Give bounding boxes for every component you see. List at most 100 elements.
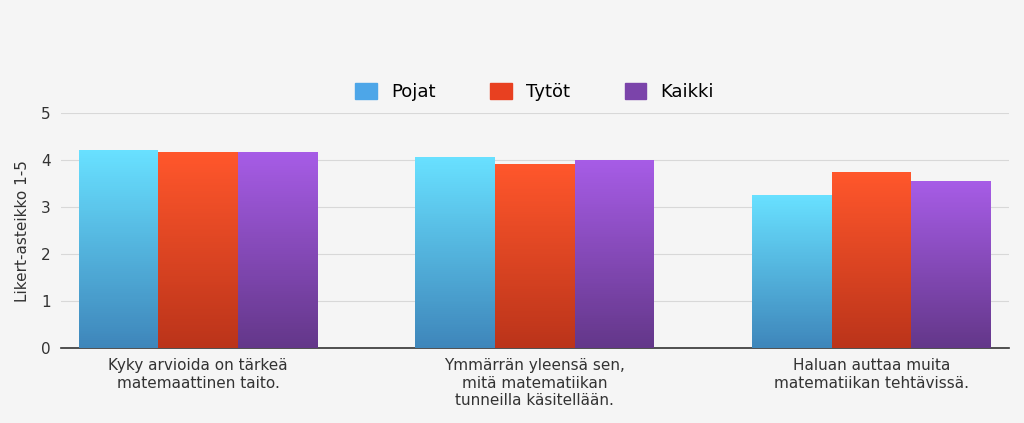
Bar [416,305,495,306]
Bar [159,276,238,278]
Bar [159,294,238,295]
Bar [752,233,831,235]
Bar [159,321,238,323]
Bar [416,335,495,337]
Bar [574,196,654,198]
Bar [831,266,911,267]
Bar [574,226,654,228]
Bar [911,285,990,287]
Bar [752,261,831,263]
Bar [79,221,159,223]
Bar [416,163,495,165]
Bar [831,243,911,244]
Bar [574,166,654,168]
Bar [495,188,574,190]
Bar [831,276,911,278]
Bar [574,241,654,243]
Bar [752,307,831,309]
Bar [752,255,831,256]
Bar [574,316,654,319]
Bar [911,272,990,273]
Bar [574,286,654,288]
Bar [238,248,317,250]
Bar [495,184,574,186]
Bar [159,341,238,343]
Bar [831,278,911,280]
Bar [911,258,990,260]
Bar [238,225,317,227]
Bar [79,225,159,228]
Bar [911,277,990,278]
Bar [159,260,238,262]
Bar [752,212,831,214]
Bar [238,156,317,158]
Bar [752,211,831,212]
Bar [911,278,990,280]
Bar [911,313,990,315]
Legend: Pojat, Tytöt, Kaikki: Pojat, Tytöt, Kaikki [348,75,721,108]
Bar [752,278,831,280]
Bar [416,339,495,341]
Bar [495,295,574,297]
Bar [911,252,990,253]
Bar [574,320,654,322]
Bar [574,173,654,176]
Bar [79,217,159,220]
Bar [574,288,654,290]
Bar [159,315,238,317]
Bar [79,154,159,156]
Bar [831,345,911,347]
Bar [831,331,911,332]
Bar [238,201,317,203]
Bar [159,183,238,185]
Bar [416,188,495,190]
Bar [752,227,831,229]
Bar [831,223,911,225]
Bar [574,260,654,262]
Bar [79,327,159,329]
Bar [495,293,574,295]
Bar [831,186,911,188]
Bar [159,344,238,346]
Bar [495,306,574,308]
Bar [831,179,911,181]
Bar [416,205,495,207]
Bar [495,254,574,256]
Bar [574,224,654,226]
Bar [752,198,831,200]
Bar [416,249,495,251]
Bar [911,303,990,305]
Bar [752,290,831,292]
Bar [831,346,911,349]
Bar [416,224,495,226]
Bar [752,241,831,243]
Bar [831,302,911,305]
Bar [752,207,831,209]
Bar [752,231,831,232]
Bar [238,307,317,309]
Bar [752,345,831,347]
Bar [416,266,495,268]
Bar [238,207,317,209]
Bar [911,340,990,342]
Bar [752,336,831,338]
Bar [416,264,495,266]
Bar [79,215,159,217]
Bar [495,250,574,253]
Bar [831,272,911,275]
Bar [831,310,911,311]
Bar [752,195,831,197]
Bar [831,236,911,237]
Bar [238,228,317,231]
Bar [159,250,238,252]
Bar [79,324,159,327]
Bar [416,233,495,236]
Bar [911,198,990,200]
Bar [238,171,317,173]
Bar [416,261,495,262]
Bar [574,345,654,346]
Bar [495,197,574,199]
Bar [574,328,654,330]
Bar [238,158,317,160]
Bar [79,192,159,194]
